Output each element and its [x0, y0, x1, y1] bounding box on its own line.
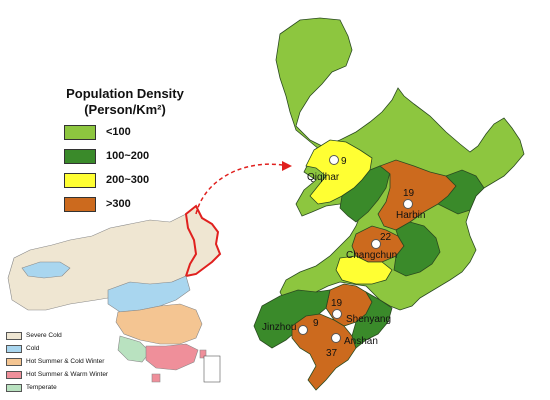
- climate-legend-item: Hot Summer & Cold Winter: [6, 356, 206, 367]
- northeast-china-map: [253, 17, 525, 391]
- climate-legend-item: Hot Summer & Warm Winter: [6, 369, 206, 380]
- changchun-value: 22: [380, 232, 392, 243]
- region-dark-green-west: [339, 165, 391, 223]
- china-hot-summer-cold-winter-region: [115, 303, 203, 345]
- arrow-head-icon: [282, 161, 292, 171]
- anshan-label: Anshan: [344, 336, 378, 347]
- qiqihar-marker: [329, 155, 339, 165]
- legend-swatch: [64, 124, 96, 140]
- changchun-marker: [371, 239, 381, 249]
- region-jinzhou-anshan: [291, 313, 357, 391]
- legend-item-label: 100~200: [106, 150, 150, 162]
- legend-item-label: 200~300: [106, 174, 150, 186]
- climate-label: Severe Cold: [26, 332, 62, 339]
- shenyang-value: 19: [331, 298, 343, 309]
- harbin-value: 19: [403, 188, 415, 199]
- anshan-marker: [331, 333, 341, 343]
- harbin-label: Harbin: [396, 210, 425, 221]
- qiqihar-value: 9: [341, 156, 347, 167]
- shenyang-marker: [332, 309, 342, 319]
- climate-swatch: [6, 357, 22, 366]
- changchun-label: Changchun: [346, 250, 397, 261]
- legend-subtitle: (Person/Km²): [84, 102, 166, 117]
- region-dark-green-southeast: [351, 290, 393, 349]
- region-dark-green-center: [393, 221, 441, 277]
- legend-swatch: [64, 148, 96, 164]
- climate-legend-item: Cold: [6, 343, 206, 354]
- harbin-marker: [403, 199, 413, 209]
- south-china-sea-inset: [203, 355, 221, 383]
- china-northeast-highlight: [184, 204, 222, 278]
- city-markers: 9 Qiqihar 19 Harbin 22 Changchun 19 Shen…: [262, 155, 425, 359]
- legend-item: 200~300: [40, 170, 210, 190]
- legend-swatch: [64, 172, 96, 188]
- climate-legend-item: Severe Cold: [6, 330, 206, 341]
- legend-item: >300: [40, 194, 210, 214]
- dashed-arrow-connector: [195, 163, 283, 215]
- legend-title: Population Density: [66, 86, 184, 101]
- jinzhou-marker: [298, 325, 308, 335]
- region-dark-green-east: [437, 169, 485, 215]
- legend-swatch: [64, 196, 96, 212]
- qiqihar-label: Qiqihar: [307, 172, 340, 183]
- climate-zone-legend: Severe Cold Cold Hot Summer & Cold Winte…: [6, 330, 206, 395]
- legend-item-label: <100: [106, 126, 131, 138]
- climate-label: Hot Summer & Warm Winter: [26, 371, 109, 378]
- population-density-legend: Population Density (Person/Km²) <100 100…: [40, 86, 210, 214]
- shenyang-label: Shenyang: [346, 314, 391, 325]
- china-cold-region: [21, 261, 191, 313]
- china-inset-map: [7, 204, 222, 383]
- legend-item: <100: [40, 122, 210, 142]
- legend-item-label: >300: [106, 198, 131, 210]
- china-temperate-region: [117, 335, 151, 363]
- region-yellow-center: [335, 255, 393, 285]
- climate-swatch: [6, 331, 22, 340]
- climate-swatch: [6, 370, 22, 379]
- climate-label: Cold: [26, 345, 40, 352]
- climate-swatch: [6, 383, 22, 392]
- region-harbin: [377, 159, 457, 231]
- climate-label: Hot Summer & Cold Winter: [26, 358, 105, 365]
- climate-label: Temperate: [26, 384, 57, 391]
- jinzhou-label: Jinzhou: [262, 322, 296, 333]
- climate-legend-item: Temperate: [6, 382, 206, 393]
- jinzhou-value: 9: [313, 318, 319, 329]
- legend-item: 100~200: [40, 146, 210, 166]
- anshan-value: 37: [326, 348, 338, 359]
- climate-swatch: [6, 344, 22, 353]
